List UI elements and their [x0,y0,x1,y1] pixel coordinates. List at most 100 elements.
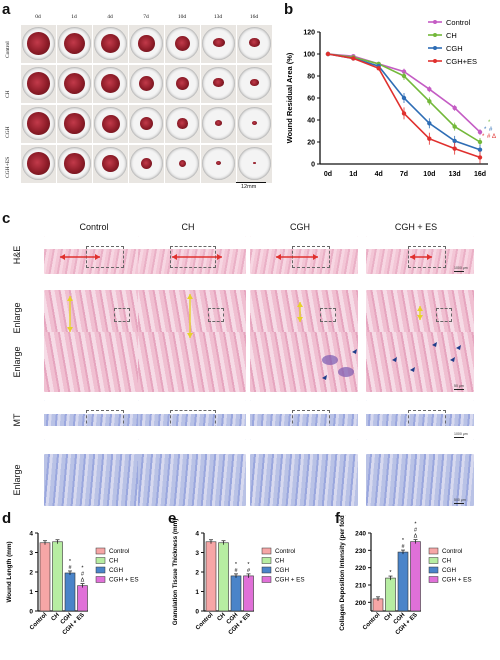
background-strip [44,426,152,440]
arrow-head [297,302,303,307]
wound-area [101,114,120,133]
data-point [427,99,432,104]
y-tick-label: 0 [311,162,315,169]
arrow-head [410,254,415,260]
histology-image [250,236,358,274]
histology-image [44,400,152,440]
x-tick-label: CH [51,612,61,622]
bar [230,575,242,612]
y-tick-label: 2 [195,570,199,577]
day-header: 4d [107,14,113,20]
histology-image [250,454,358,506]
legend-label: CH [109,558,119,565]
legend-label: CGH + ES [109,577,139,584]
vessel-arrowhead [322,375,327,380]
wound-area [138,75,155,92]
y-tick-label: 230 [355,548,366,555]
zoom-region-box [208,308,224,322]
y-tick-label: 0 [29,609,33,616]
legend-label: CGH [275,567,289,574]
legend-label: CH [275,558,285,565]
legend-swatch [428,566,439,574]
vessel-arrowhead [392,357,397,362]
wound-area [100,73,121,94]
legend-label: CGH + ES [275,577,305,584]
scale-bar [236,182,266,183]
wound-area [212,37,225,48]
background-strip [44,400,152,414]
x-tick-label: 1d [349,171,357,178]
data-point [477,129,483,135]
bar [410,541,421,612]
arrow-head [313,254,318,260]
significance-marker: # [401,544,405,550]
arrow-head [427,254,432,260]
wound-area [175,36,190,51]
legend-swatch [95,576,106,583]
legend-label: CGH [442,567,456,574]
data-point [477,147,483,152]
scale-bar [454,437,464,438]
legend-marker [433,46,437,50]
y-tick-label: 80 [307,74,315,81]
group-row-label: Control [5,41,11,58]
histology-image [366,236,474,274]
legend-swatch [95,547,106,555]
legend-marker [433,20,437,24]
arrow-head [60,254,65,260]
panel-f-letter: f [335,510,340,527]
background-strip [138,236,246,250]
data-point [401,111,407,116]
bar [397,551,409,612]
y-tick-label: 4 [195,531,199,538]
y-axis-label: Wound Length (mm) [6,541,13,602]
column-header: CGH [290,222,310,232]
histology-image [250,400,358,440]
scale-label: 1000 μm [454,266,468,270]
data-point [401,95,407,101]
histology-image [250,332,358,392]
y-tick-label: 1 [29,589,33,596]
scale-label: 50 μm [454,384,464,388]
y-tick-label: 210 [355,583,366,590]
wound-area [64,113,85,134]
scale-bar-label: 12mm [241,184,257,190]
x-tick-label: 4d [375,171,383,178]
wound-area [249,38,260,47]
y-tick-label: 4 [29,531,33,538]
day-header: 13d [213,14,223,20]
background-strip [138,400,246,414]
data-point [376,66,381,71]
histology-image [138,236,246,274]
legend-label: CGH [446,44,463,53]
wound-area [214,119,223,126]
significance-marker: # [489,127,493,133]
column-header: CGH + ES [394,222,438,232]
panel-e-letter: e [168,510,177,527]
histology-image [138,400,246,440]
legend-swatch [428,547,439,555]
day-header: 10d [177,14,187,20]
annotation-overlay [60,254,461,380]
x-tick-label: 10d [423,171,435,178]
arrow-head [297,317,303,322]
y-tick-label: 120 [303,30,315,37]
significance-marker: * [389,570,392,576]
day-header: 0d [35,14,41,20]
histology-image [44,332,152,392]
legend-label: CH [446,31,457,40]
legend-swatch [261,557,272,564]
y-tick-label: 100 [303,52,315,59]
data-point [427,87,432,92]
legend-swatch [428,557,439,564]
data-point [452,146,457,151]
y-tick-label: 3 [195,550,199,557]
bar [385,577,396,612]
day-header: 1d [71,14,77,20]
vessel-arrowhead [456,345,461,350]
background-strip [366,236,474,250]
wound-area [251,120,258,126]
day-header: 16d [249,14,259,20]
